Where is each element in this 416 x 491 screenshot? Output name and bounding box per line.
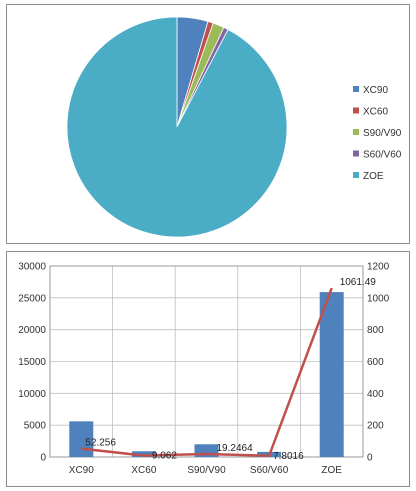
legend-swatch <box>353 129 359 135</box>
bar <box>131 451 156 457</box>
legend-swatch <box>353 107 359 114</box>
line-series <box>81 287 333 458</box>
y-left-tick-label: 20000 <box>18 325 46 336</box>
legend-swatch <box>353 86 359 92</box>
legend-label: S60/V60 <box>363 150 402 161</box>
y-right-tick-label: 400 <box>367 389 384 400</box>
legend-swatch <box>353 150 359 157</box>
pie-chart-panel: XC90 XC60 S90/V90 S60/V60 ZOE <box>6 4 410 244</box>
x-tick-label: XC90 <box>69 465 94 476</box>
y-left-tick-label: 15000 <box>18 357 46 368</box>
data-label: 1061.49 <box>340 277 377 288</box>
bar <box>69 421 94 457</box>
legend-swatch <box>353 172 359 178</box>
y-right-tick-label: 200 <box>367 421 384 432</box>
y-right-tick-label: 1200 <box>367 262 390 273</box>
combo-chart-panel: 0 5000 10000 15000 20000 25000 30000 0 200 400 600… <box>6 251 410 487</box>
y-right-tick-label: 600 <box>367 357 384 368</box>
data-label: 52.256 <box>85 438 116 449</box>
y-right-tick-label: 800 <box>367 325 384 336</box>
data-label: 7.8016 <box>273 451 304 462</box>
y-left-tick-label: 0 <box>40 453 46 464</box>
data-label: 19.2464 <box>217 443 254 454</box>
x-tick-label: ZOE <box>321 465 342 476</box>
x-tick-label: S60/V60 <box>250 465 289 476</box>
bar-line-combo-chart: 0 5000 10000 15000 20000 25000 30000 0 200 400 600… <box>18 262 390 477</box>
y-right-tick-label: 1000 <box>367 293 390 304</box>
legend-label: XC90 <box>363 85 388 96</box>
pie-chart: XC90 XC60 S90/V90 S60/V60 ZOE <box>66 16 402 238</box>
x-tick-label: S90/V90 <box>187 465 226 476</box>
bar <box>319 292 344 457</box>
y-left-tick-label: 10000 <box>18 389 46 400</box>
y-right-tick-label: 0 <box>367 453 373 464</box>
pie-slice <box>66 16 288 238</box>
legend-label: ZOE <box>363 171 384 182</box>
legend-label: XC60 <box>363 107 388 118</box>
y-left-tick-label: 30000 <box>18 262 46 273</box>
y-left-tick-label: 5000 <box>24 421 47 432</box>
x-tick-label: XC60 <box>131 465 156 476</box>
data-label: 9.062 <box>152 451 177 462</box>
legend-label: S90/V90 <box>363 128 402 139</box>
y-left-tick-label: 25000 <box>18 293 46 304</box>
